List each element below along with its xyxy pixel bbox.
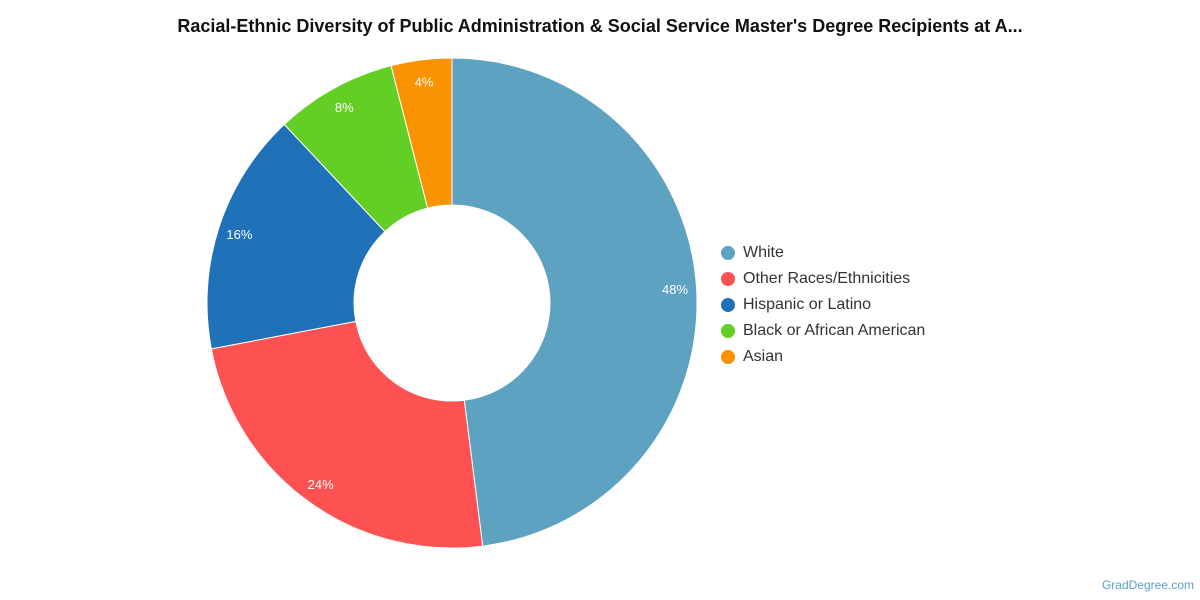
- source-credit[interactable]: GradDegree.com: [1101, 578, 1194, 592]
- chart-legend: White Other Races/Ethnicities Hispanic or …: [721, 240, 925, 370]
- legend-swatch: [721, 246, 735, 260]
- legend-item[interactable]: Black or African American: [721, 318, 925, 344]
- slice-label: 8%: [335, 100, 354, 115]
- legend-swatch: [721, 324, 735, 338]
- slice-label: 48%: [662, 282, 688, 297]
- slice-label: 4%: [415, 74, 434, 89]
- slice-label: 16%: [226, 227, 252, 242]
- legend-item[interactable]: Hispanic or Latino: [721, 292, 925, 318]
- slice-label: 24%: [308, 477, 334, 492]
- chart-title: Racial-Ethnic Diversity of Public Admini…: [177, 16, 1023, 36]
- legend-label: Other Races/Ethnicities: [743, 270, 911, 287]
- slice-white[interactable]: [451, 57, 698, 547]
- slice-asian[interactable]: [390, 57, 453, 209]
- legend-swatch: [721, 350, 735, 364]
- legend-swatch: [721, 298, 735, 312]
- legend-item[interactable]: Asian: [721, 344, 925, 370]
- slice-hispanic-or-latino[interactable]: [206, 123, 386, 350]
- slice-other-races-ethnicities[interactable]: [210, 320, 484, 549]
- legend-swatch: [721, 272, 735, 286]
- legend-label: Asian: [743, 348, 784, 365]
- legend-label: Hispanic or Latino: [743, 296, 872, 313]
- legend-item[interactable]: Other Races/Ethnicities: [721, 266, 925, 292]
- legend-label: White: [743, 244, 784, 261]
- legend-item[interactable]: White: [721, 240, 925, 266]
- legend-label: Black or African American: [743, 322, 926, 339]
